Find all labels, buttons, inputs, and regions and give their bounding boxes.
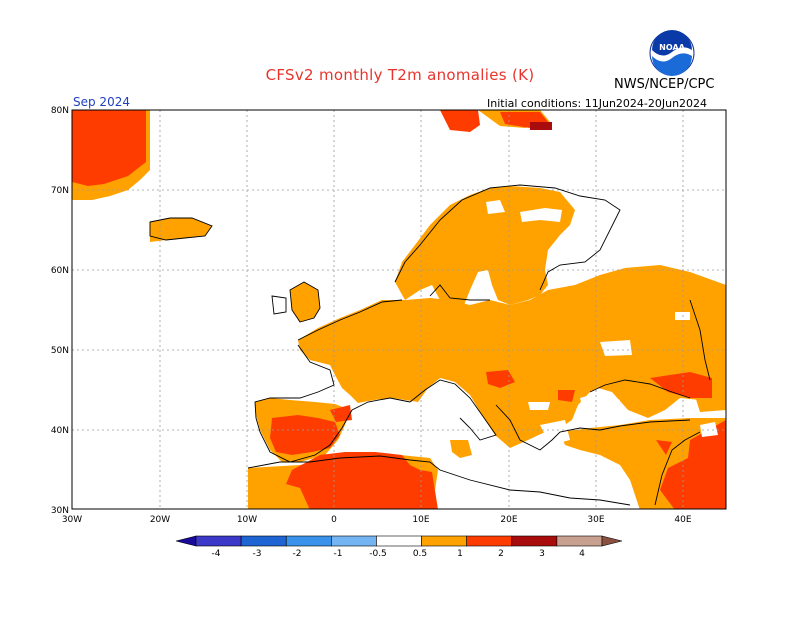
anomaly-shading <box>72 110 726 509</box>
colorbar-segment <box>511 535 558 547</box>
warm-anomaly-0.5-1 <box>72 110 726 509</box>
colorbar-label: 2 <box>498 549 504 559</box>
agency-label: NWS/NCEP/CPC <box>614 77 715 92</box>
colorbar-label: 0.5 <box>413 549 427 559</box>
colorbar-segment <box>556 535 603 547</box>
lat-label: 80N <box>51 106 69 116</box>
lon-label: 0 <box>331 515 337 525</box>
colorbar-segment <box>331 535 377 547</box>
lon-label: 20W <box>150 515 170 525</box>
longitude-labels: 30W 20W 10W 0 10E 20E 30E 40E <box>62 515 692 525</box>
colorbar-segment <box>421 535 467 547</box>
lat-label: 40N <box>51 426 69 436</box>
colorbar-label: -0.5 <box>369 549 387 559</box>
warm-anomaly-2-3 <box>530 122 552 130</box>
colorbar-arrow-low <box>175 535 197 547</box>
chart-title: CFSv2 monthly T2m anomalies (K) <box>265 66 535 84</box>
colorbar-segment <box>195 535 242 547</box>
latitude-labels: 80N 70N 60N 50N 40N 30N <box>51 106 69 516</box>
colorbar-labels: -4 -3 -2 -1 -0.5 0.5 1 2 3 4 <box>212 549 586 559</box>
lon-label: 10E <box>412 515 429 525</box>
colorbar-segment <box>240 535 287 547</box>
coastlines <box>149 184 711 506</box>
lat-label: 30N <box>51 506 69 516</box>
lon-label: 10W <box>237 515 257 525</box>
map-frame <box>71 109 727 510</box>
warm-anomaly-1-2 <box>72 110 726 509</box>
colorbar-segment <box>466 535 513 547</box>
forecast-month: Sep 2024 <box>73 95 130 109</box>
graticule <box>72 110 726 509</box>
logo-text: NOAA <box>659 43 685 52</box>
colorbar <box>175 535 623 547</box>
initial-conditions: Initial conditions: 11Jun2024-20Jun2024 <box>487 97 708 110</box>
lat-label: 60N <box>51 266 69 276</box>
neutral-patches <box>435 200 718 445</box>
lon-label: 30E <box>587 515 604 525</box>
colorbar-segment <box>376 535 422 547</box>
colorbar-label: -3 <box>253 549 262 559</box>
lat-label: 50N <box>51 346 69 356</box>
colorbar-label: 4 <box>579 549 585 559</box>
colorbar-segment <box>285 535 332 547</box>
noaa-logo: NOAA <box>649 30 695 76</box>
lat-label: 70N <box>51 186 69 196</box>
colorbar-label: -4 <box>212 549 221 559</box>
lon-label: 20E <box>500 515 517 525</box>
colorbar-label: 1 <box>457 549 463 559</box>
lon-label: 40E <box>674 515 691 525</box>
lon-label: 30W <box>62 515 82 525</box>
colorbar-label: 3 <box>539 549 545 559</box>
colorbar-label: -1 <box>334 549 343 559</box>
colorbar-label: -2 <box>293 549 302 559</box>
colorbar-arrow-high <box>601 535 623 547</box>
